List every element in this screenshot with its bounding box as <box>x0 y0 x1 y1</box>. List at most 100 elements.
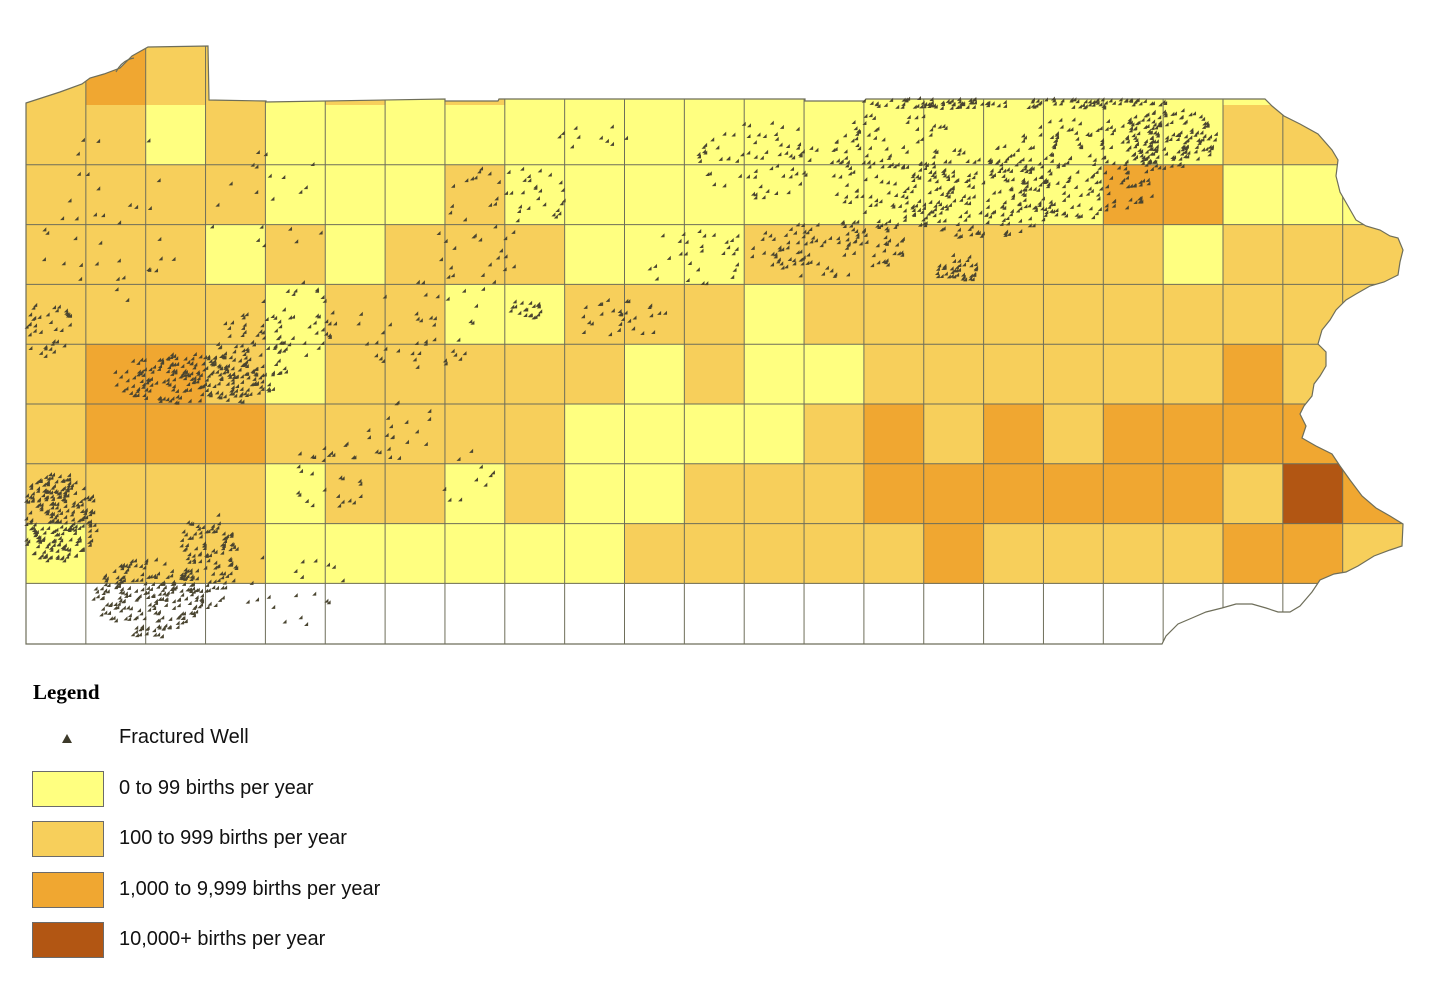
fractured-well-marker <box>256 390 261 395</box>
fractured-well-marker <box>57 474 62 479</box>
fractured-well-marker <box>245 387 250 392</box>
fractured-well-marker <box>144 631 149 636</box>
fractured-well-marker <box>50 530 55 535</box>
fractured-well-marker <box>76 518 81 523</box>
fractured-well-marker <box>1146 117 1151 122</box>
fractured-well-marker <box>1124 134 1129 139</box>
fractured-well-marker <box>58 510 63 515</box>
fractured-well-marker <box>331 452 336 457</box>
grid-cell <box>444 284 506 345</box>
fractured-well-marker <box>146 574 151 579</box>
fractured-well-marker <box>487 262 492 267</box>
fractured-well-marker <box>991 190 996 195</box>
fractured-well-marker <box>1014 162 1019 167</box>
grid-cell <box>804 46 865 106</box>
fractured-well-marker <box>218 571 223 576</box>
fractured-well-marker <box>217 597 222 602</box>
legend-swatch-class-3 <box>32 922 104 958</box>
fractured-well-marker <box>1182 154 1187 159</box>
fractured-well-marker <box>955 105 960 110</box>
fractured-well-marker <box>118 563 123 568</box>
fractured-well-marker <box>165 397 170 402</box>
fractured-well-marker <box>183 569 188 574</box>
grid-cell <box>744 46 805 106</box>
fractured-well-marker <box>805 230 810 235</box>
fractured-well-marker <box>357 478 362 483</box>
fractured-well-marker <box>338 475 343 480</box>
fractured-well-marker <box>154 600 159 605</box>
fractured-well-marker <box>160 615 165 620</box>
fractured-well-marker <box>382 294 387 299</box>
fractured-well-marker <box>751 191 756 196</box>
fractured-well-marker <box>54 513 59 518</box>
grid-cell <box>145 105 207 166</box>
fractured-well-marker <box>240 379 245 384</box>
fractured-well-marker <box>553 214 558 219</box>
fractured-well-marker <box>316 345 321 350</box>
fractured-well-marker <box>956 96 961 101</box>
fractured-well-marker <box>101 591 106 596</box>
fractured-well-marker <box>892 164 897 169</box>
fractured-well-marker <box>165 381 170 386</box>
fractured-well-marker <box>85 520 90 525</box>
fractured-well-marker <box>181 611 186 616</box>
grid-cell <box>923 344 985 405</box>
fractured-well-marker <box>222 351 227 356</box>
fractured-well-marker <box>180 363 185 368</box>
fractured-well-marker <box>133 629 138 634</box>
fractured-well-marker <box>101 213 106 218</box>
fractured-well-marker <box>1150 125 1155 130</box>
fractured-well-marker <box>1024 183 1029 188</box>
fractured-well-marker <box>191 557 196 562</box>
fractured-well-marker <box>1097 165 1102 170</box>
fractured-well-marker <box>889 97 894 102</box>
fractured-well-marker <box>340 578 345 583</box>
fractured-well-marker <box>114 287 119 292</box>
grid-cell <box>1342 164 1403 226</box>
fractured-well-marker <box>862 209 867 214</box>
grid-cell <box>684 463 745 525</box>
fractured-well-marker <box>290 335 295 340</box>
fractured-well-marker <box>52 305 57 310</box>
fractured-well-marker <box>147 607 152 612</box>
fractured-well-marker <box>197 398 202 403</box>
fractured-well-marker <box>1055 164 1060 169</box>
fractured-well-marker <box>1036 187 1041 192</box>
grid-cell <box>1163 164 1224 226</box>
fractured-well-marker <box>333 321 338 326</box>
fractured-well-marker <box>867 164 872 169</box>
fractured-well-marker <box>314 330 319 335</box>
fractured-well-marker <box>783 232 788 237</box>
fractured-well-marker <box>784 264 789 269</box>
fractured-well-marker <box>504 190 509 195</box>
fractured-well-marker <box>928 132 933 137</box>
fractured-well-marker <box>1171 132 1176 137</box>
fractured-well-marker <box>1212 137 1217 142</box>
fractured-well-marker <box>740 152 745 157</box>
fractured-well-marker <box>969 263 974 268</box>
fractured-well-marker <box>160 587 165 592</box>
grid-cell <box>1103 523 1164 584</box>
fractured-well-marker <box>774 191 779 196</box>
fractured-well-marker <box>87 497 92 502</box>
fractured-well-marker <box>834 191 839 196</box>
fractured-well-marker <box>647 305 652 310</box>
fractured-well-marker <box>147 602 152 607</box>
fractured-well-marker <box>1044 97 1049 102</box>
legend-label-class-0: 0 to 99 births per year <box>119 776 314 799</box>
fractured-well-marker <box>87 519 92 524</box>
fractured-well-marker <box>1071 104 1076 109</box>
fractured-well-marker <box>383 346 388 351</box>
fractured-well-marker <box>215 341 220 346</box>
grid-cell <box>325 164 386 226</box>
fractured-well-marker <box>152 632 157 637</box>
fractured-well-marker <box>187 535 192 540</box>
fractured-well-marker <box>395 400 400 405</box>
fractured-well-marker <box>152 628 157 633</box>
fractured-well-marker <box>66 551 71 556</box>
fractured-well-marker <box>773 252 778 257</box>
fractured-well-marker <box>438 257 443 262</box>
fractured-well-marker <box>343 442 348 447</box>
fractured-well-marker <box>418 318 423 323</box>
fractured-well-marker <box>171 377 176 382</box>
